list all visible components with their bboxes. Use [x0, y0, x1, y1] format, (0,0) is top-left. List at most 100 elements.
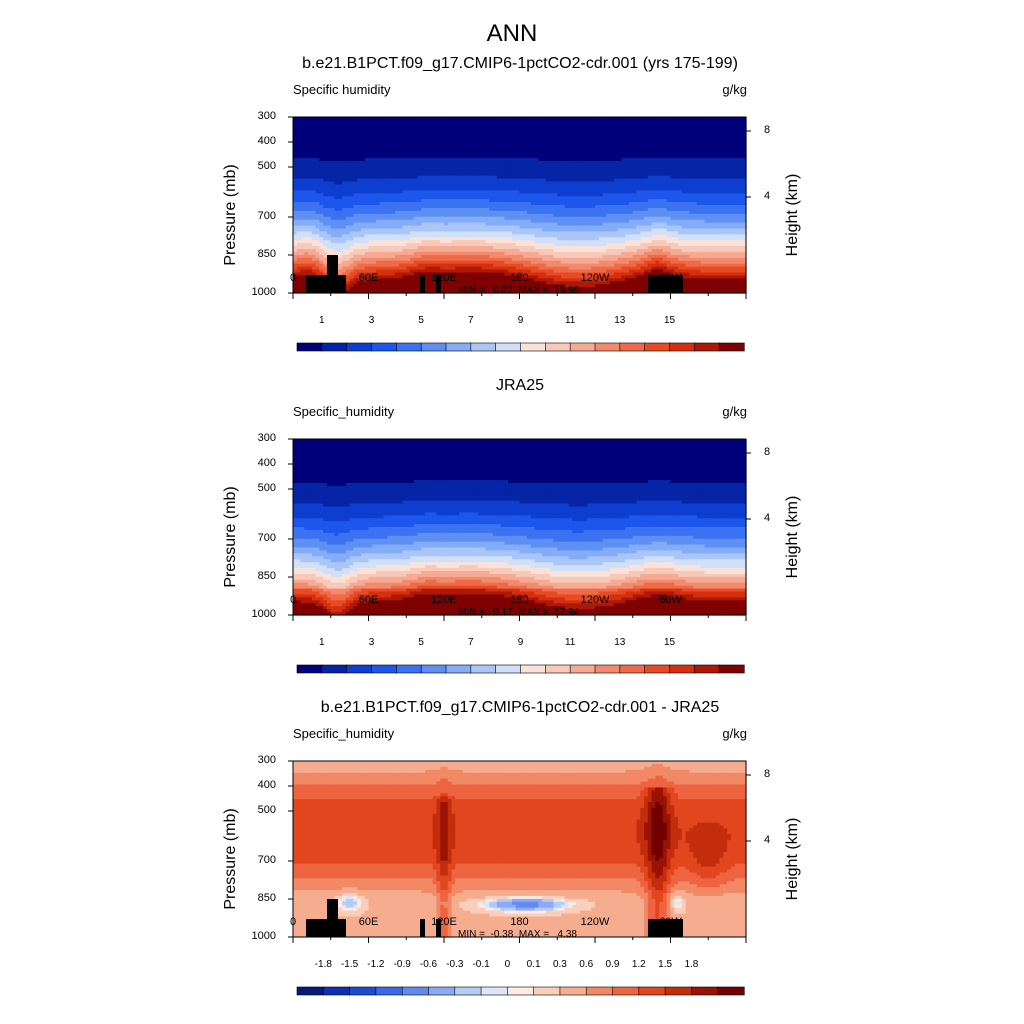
contour-cell	[519, 287, 524, 291]
contour-cell	[398, 202, 404, 206]
contour-cell	[330, 152, 336, 156]
contour-cell	[440, 246, 445, 250]
contour-cell	[326, 140, 332, 144]
contour-cell	[515, 193, 521, 197]
contour-cell	[425, 278, 430, 282]
contour-cell	[413, 243, 419, 247]
contour-cell	[410, 240, 415, 244]
contour-cell	[323, 175, 328, 180]
contour-cell	[364, 234, 370, 238]
contour-cell	[474, 275, 479, 279]
contour-cell	[504, 172, 509, 177]
contour-cell	[602, 161, 607, 165]
contour-cell	[330, 134, 336, 139]
contour-cell	[360, 125, 366, 130]
contour-cell	[410, 166, 415, 171]
contour-cell	[402, 237, 407, 241]
contour-cell	[300, 146, 305, 150]
contour-cell	[410, 169, 415, 174]
contour-cell	[496, 190, 502, 194]
contour-cell	[308, 260, 313, 265]
contour-cell	[447, 257, 453, 262]
contour-cell	[293, 287, 298, 291]
contour-cell	[345, 155, 351, 159]
contour-cell	[564, 149, 570, 153]
contour-cell	[311, 202, 317, 206]
contour-cell	[398, 163, 404, 168]
contour-cell	[330, 228, 336, 232]
contour-cell	[485, 158, 490, 162]
contour-cell	[444, 158, 449, 162]
contour-cell	[428, 249, 434, 253]
contour-cell	[534, 184, 539, 188]
contour-cell	[459, 228, 464, 232]
contour-cell	[462, 225, 468, 230]
contour-cell	[326, 205, 332, 209]
contour-cell	[511, 178, 517, 183]
contour-cell	[481, 166, 487, 171]
contour-cell	[500, 290, 506, 294]
contour-cell	[330, 158, 336, 162]
contour-cell	[542, 140, 547, 144]
contour-cell	[376, 122, 381, 127]
contour-cell	[557, 169, 562, 174]
contour-cell	[308, 175, 313, 180]
contour-cell	[485, 251, 490, 256]
contour-cell	[576, 169, 581, 174]
contour-cell	[511, 225, 517, 230]
contour-cell	[470, 207, 475, 212]
contour-cell	[534, 140, 539, 144]
contour-cell	[553, 205, 558, 209]
contour-cell	[334, 161, 339, 165]
contour-cell	[304, 181, 309, 186]
contour-cell	[319, 169, 324, 174]
contour-cell	[349, 207, 355, 212]
contour-cell	[326, 172, 332, 177]
contour-cell	[557, 234, 562, 238]
contour-cell	[379, 275, 385, 279]
contour-cell	[376, 155, 381, 159]
contour-cell	[583, 257, 589, 262]
contour-cell	[342, 155, 347, 159]
contour-cell	[504, 161, 509, 165]
contour-cell	[606, 122, 611, 127]
contour-cell	[319, 213, 324, 218]
contour-cell	[504, 193, 509, 197]
contour-cell	[511, 278, 517, 282]
contour-cell	[542, 205, 547, 209]
contour-cell	[511, 119, 517, 124]
contour-cell	[462, 222, 468, 227]
contour-cell	[474, 152, 479, 156]
contour-cell	[357, 202, 362, 206]
contour-cell	[383, 196, 388, 200]
contour-cell	[315, 166, 321, 171]
contour-cell	[489, 119, 494, 124]
contour-cell	[493, 193, 498, 197]
contour-cell	[519, 275, 524, 279]
contour-cell	[308, 117, 313, 121]
contour-cell	[323, 249, 328, 253]
contour-cell	[519, 119, 524, 124]
contour-cell	[587, 237, 592, 241]
contour-cell	[561, 237, 566, 241]
contour-cell	[496, 187, 502, 191]
contour-cell	[508, 190, 513, 194]
contour-cell	[508, 287, 513, 291]
contour-cell	[304, 166, 309, 171]
contour-cell	[527, 199, 532, 203]
contour-cell	[504, 281, 509, 285]
contour-cell	[591, 146, 596, 150]
contour-cell	[508, 155, 513, 159]
contour-cell	[300, 205, 305, 209]
contour-cell	[527, 202, 532, 206]
contour-cell	[300, 231, 305, 235]
contour-cell	[538, 193, 543, 197]
contour-cell	[587, 196, 592, 200]
contour-cell	[591, 240, 596, 244]
contour-cell	[489, 158, 494, 162]
contour-cell	[477, 158, 483, 162]
contour-cell	[376, 257, 381, 262]
contour-cell	[342, 184, 347, 188]
contour-cell	[353, 278, 358, 282]
contour-cell	[602, 119, 607, 124]
